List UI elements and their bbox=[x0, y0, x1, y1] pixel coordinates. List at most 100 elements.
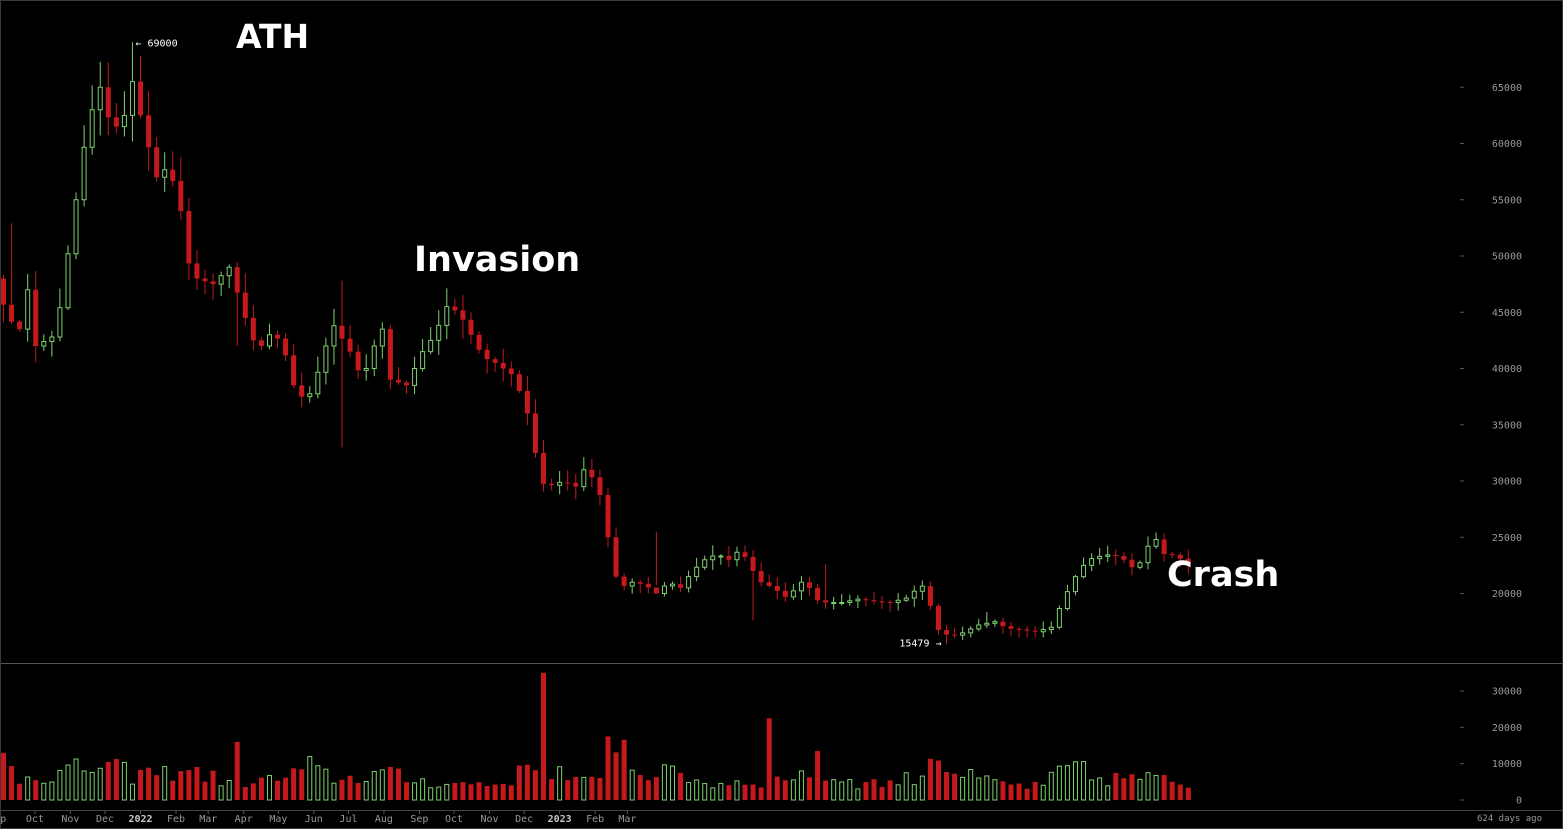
volume-bar bbox=[1008, 784, 1014, 800]
candle bbox=[387, 325, 393, 390]
candle-body bbox=[758, 571, 764, 583]
candle-body bbox=[395, 379, 401, 383]
volume-bar bbox=[831, 779, 837, 801]
candle bbox=[976, 618, 982, 632]
candle-body bbox=[952, 634, 958, 636]
volume-bar bbox=[307, 756, 313, 801]
candle-body bbox=[903, 597, 909, 601]
candle-body bbox=[1185, 558, 1191, 566]
candle-body bbox=[1016, 628, 1022, 630]
candle bbox=[178, 157, 184, 220]
volume-bar bbox=[1064, 765, 1070, 801]
volume-bar bbox=[790, 779, 796, 801]
month-label: Jul bbox=[339, 814, 357, 825]
candle-body bbox=[49, 336, 55, 342]
volume-bar bbox=[1097, 777, 1103, 801]
candle-body bbox=[960, 632, 966, 636]
candle bbox=[404, 380, 409, 394]
candle bbox=[49, 330, 55, 357]
candle-body bbox=[686, 576, 692, 589]
candle-body bbox=[944, 630, 950, 635]
volume-bar bbox=[73, 758, 79, 801]
annotation-ath: ATH bbox=[236, 17, 309, 56]
candle-body bbox=[339, 325, 345, 339]
volume-bar bbox=[734, 780, 740, 801]
candle-body bbox=[919, 585, 925, 592]
high-marker-label: ← 69000 bbox=[135, 38, 177, 49]
price-tick-label: 25000 bbox=[1492, 533, 1522, 544]
candle bbox=[1145, 536, 1151, 570]
candle-body bbox=[387, 329, 393, 380]
volume-bar bbox=[653, 777, 659, 800]
candle-body bbox=[57, 307, 63, 338]
candle-body bbox=[138, 81, 144, 116]
month-label: Feb bbox=[167, 814, 185, 825]
candle-body bbox=[895, 599, 901, 603]
candle-body bbox=[484, 349, 490, 360]
candle bbox=[105, 62, 111, 136]
volume-bar bbox=[565, 780, 571, 800]
candle-body bbox=[1105, 554, 1111, 557]
candle-body bbox=[412, 368, 418, 386]
candle bbox=[41, 334, 47, 351]
volume-bar bbox=[170, 780, 176, 800]
candle-body bbox=[871, 600, 877, 602]
candle bbox=[613, 527, 619, 579]
price-tick-label: 40000 bbox=[1492, 364, 1522, 375]
candle-body bbox=[573, 482, 579, 487]
volume-bar bbox=[291, 768, 297, 800]
candle bbox=[960, 626, 966, 640]
price-tick-label: 30000 bbox=[1492, 477, 1522, 488]
volume-bar bbox=[702, 783, 708, 801]
month-label: Nov bbox=[480, 814, 498, 825]
volume-bar bbox=[404, 782, 409, 800]
candle bbox=[1161, 533, 1167, 562]
candle bbox=[621, 573, 627, 591]
month-label: 2022 bbox=[128, 814, 152, 825]
volume-bar bbox=[1121, 778, 1127, 800]
month-label: 2023 bbox=[548, 814, 572, 825]
candle-body bbox=[81, 146, 87, 201]
volume-bar bbox=[573, 776, 579, 800]
candle bbox=[968, 626, 974, 638]
candle-body bbox=[847, 600, 853, 603]
volume-bar bbox=[589, 776, 595, 800]
candle-body bbox=[266, 334, 272, 347]
candle-body bbox=[774, 586, 780, 591]
candle-body bbox=[347, 338, 353, 352]
candle bbox=[597, 469, 603, 506]
candle-body bbox=[234, 267, 240, 293]
candle bbox=[710, 545, 716, 570]
volume-bar bbox=[807, 777, 812, 800]
month-label: Aug bbox=[375, 814, 393, 825]
volume-bars bbox=[1, 672, 1191, 801]
candle-body bbox=[678, 584, 684, 588]
candle-body bbox=[363, 368, 369, 371]
volume-bar bbox=[1024, 788, 1030, 800]
volume-bar bbox=[412, 782, 418, 801]
month-label: Jun bbox=[305, 814, 323, 825]
candle-body bbox=[1000, 621, 1006, 627]
volume-bar bbox=[686, 782, 692, 801]
volume-bar bbox=[315, 765, 321, 801]
volume-bar bbox=[250, 783, 256, 800]
price-axis: 20000 25000 30000 35000 40000 45000 50000 55000… bbox=[1460, 83, 1522, 600]
volume-bar bbox=[444, 783, 450, 801]
candle bbox=[1089, 553, 1095, 572]
candle-body bbox=[186, 211, 192, 264]
volume-bar bbox=[960, 776, 966, 801]
extreme-markers: ← 69000 15479 → bbox=[135, 38, 941, 649]
candle-body bbox=[258, 340, 264, 346]
candle-body bbox=[1161, 539, 1167, 555]
volume-bar bbox=[944, 772, 950, 800]
candle bbox=[790, 584, 796, 600]
candle-body bbox=[823, 600, 829, 603]
volume-bar bbox=[234, 741, 240, 800]
volume-bar bbox=[202, 781, 208, 800]
candle bbox=[371, 339, 377, 377]
volume-bar bbox=[146, 767, 152, 800]
candle-body bbox=[968, 628, 974, 634]
candle-body bbox=[984, 622, 990, 626]
candle bbox=[121, 91, 127, 137]
candle bbox=[186, 198, 192, 281]
